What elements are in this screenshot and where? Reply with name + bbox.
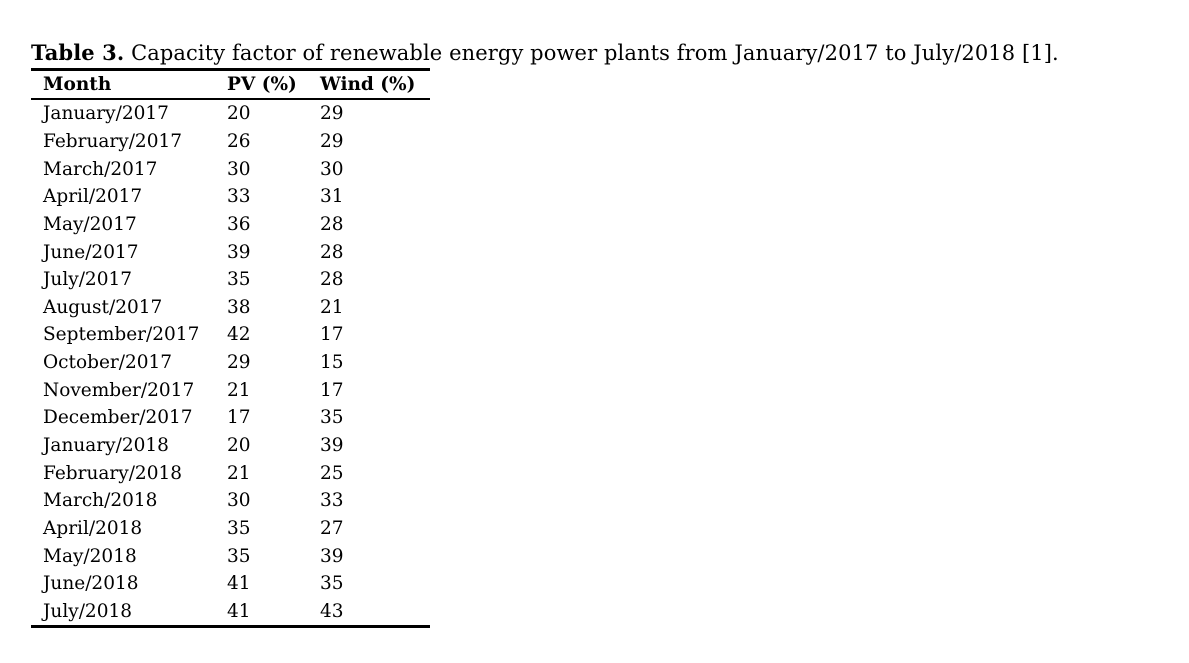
table-row: January/2017 20 29 <box>31 99 430 128</box>
table-caption-label: Table 3. <box>31 40 125 65</box>
month-cell: April/2017 <box>43 186 143 208</box>
wind-cell: 43 <box>320 600 344 622</box>
wind-cell: 35 <box>320 407 344 429</box>
month-cell: May/2018 <box>43 545 137 567</box>
wind-cell: 21 <box>320 296 344 318</box>
pv-cell: 17 <box>227 407 251 429</box>
pv-cell: 30 <box>227 490 251 512</box>
pv-cell: 35 <box>227 269 251 291</box>
wind-cell: 27 <box>320 517 344 539</box>
month-cell: August/2017 <box>43 296 163 318</box>
wind-cell: 17 <box>320 324 344 346</box>
month-cell: March/2018 <box>43 490 158 512</box>
table-body: January/2017 20 29 February/2017 26 29 March/2… <box>31 99 430 627</box>
wind-cell: 25 <box>320 462 344 484</box>
table-row: March/2018 30 33 <box>31 487 430 515</box>
table-row: February/2018 21 25 <box>31 459 430 487</box>
table-caption-text: Capacity factor of renewable energy powe… <box>131 41 1059 65</box>
pv-cell: 30 <box>227 158 251 180</box>
wind-cell: 17 <box>320 379 344 401</box>
month-cell: July/2018 <box>43 600 133 622</box>
month-cell: December/2017 <box>43 407 193 429</box>
pv-cell: 39 <box>227 241 251 263</box>
month-cell: February/2018 <box>43 462 183 484</box>
pv-cell: 35 <box>227 517 251 539</box>
pv-cell: 29 <box>227 352 251 374</box>
table-row: April/2017 33 31 <box>31 183 430 211</box>
month-cell: July/2017 <box>43 269 133 291</box>
table-header: Month PV (%) Wind (%) <box>31 70 430 99</box>
pv-cell: 26 <box>227 130 251 152</box>
month-cell: January/2017 <box>43 103 169 125</box>
month-cell: March/2017 <box>43 158 158 180</box>
wind-cell: 31 <box>320 186 344 208</box>
wind-cell: 28 <box>320 241 344 263</box>
table-row: April/2018 35 27 <box>31 515 430 543</box>
pv-cell: 38 <box>227 296 251 318</box>
wind-cell: 15 <box>320 352 344 374</box>
table-row: February/2017 26 29 <box>31 128 430 156</box>
wind-cell: 35 <box>320 573 344 595</box>
pv-cell: 35 <box>227 545 251 567</box>
table-row: January/2018 20 39 <box>31 432 430 460</box>
capacity-factor-table: Month PV (%) Wind (%) January/2017 20 29 Fe… <box>31 68 430 629</box>
column-header-pv: PV (%) <box>227 74 297 95</box>
table-row: August/2017 38 21 <box>31 293 430 321</box>
month-cell: June/2017 <box>43 241 139 263</box>
table-header-row: Month PV (%) Wind (%) <box>31 70 430 99</box>
month-cell: May/2017 <box>43 213 137 235</box>
pv-cell: 21 <box>227 462 251 484</box>
pv-cell: 33 <box>227 186 251 208</box>
table-row: September/2017 42 17 <box>31 321 430 349</box>
wind-cell: 28 <box>320 269 344 291</box>
table-row: June/2018 41 35 <box>31 570 430 598</box>
wind-cell: 30 <box>320 158 344 180</box>
table-row: June/2017 39 28 <box>31 238 430 266</box>
month-cell: November/2017 <box>43 379 195 401</box>
pv-cell: 41 <box>227 573 251 595</box>
wind-cell: 29 <box>320 103 344 125</box>
pv-cell: 41 <box>227 600 251 622</box>
month-cell: April/2018 <box>43 517 143 539</box>
table-row: November/2017 21 17 <box>31 376 430 404</box>
pv-cell: 42 <box>227 324 251 346</box>
column-header-wind: Wind (%) <box>320 74 416 95</box>
pv-cell: 36 <box>227 213 251 235</box>
table-row: May/2017 36 28 <box>31 211 430 239</box>
wind-cell: 28 <box>320 213 344 235</box>
wind-cell: 39 <box>320 545 344 567</box>
table-row: October/2017 29 15 <box>31 349 430 377</box>
pv-cell: 20 <box>227 103 251 125</box>
table-row: July/2017 35 28 <box>31 266 430 294</box>
wind-cell: 39 <box>320 435 344 456</box>
month-cell: June/2018 <box>43 573 139 595</box>
table-row: December/2017 17 35 <box>31 404 430 432</box>
month-cell: October/2017 <box>43 352 173 374</box>
wind-cell: 29 <box>320 130 344 152</box>
pv-cell: 20 <box>227 435 251 456</box>
table-row: May/2018 35 39 <box>31 542 430 570</box>
month-cell: February/2017 <box>43 130 183 152</box>
table-caption: Table 3. Capacity factor of renewable en… <box>31 39 1171 67</box>
pv-cell: 21 <box>227 379 251 401</box>
month-cell: January/2018 <box>43 435 169 456</box>
table-row: July/2018 41 43 <box>31 598 430 627</box>
column-header-month: Month <box>43 74 112 95</box>
month-cell: September/2017 <box>43 324 200 346</box>
table-row: March/2017 30 30 <box>31 155 430 183</box>
wind-cell: 33 <box>320 490 344 512</box>
